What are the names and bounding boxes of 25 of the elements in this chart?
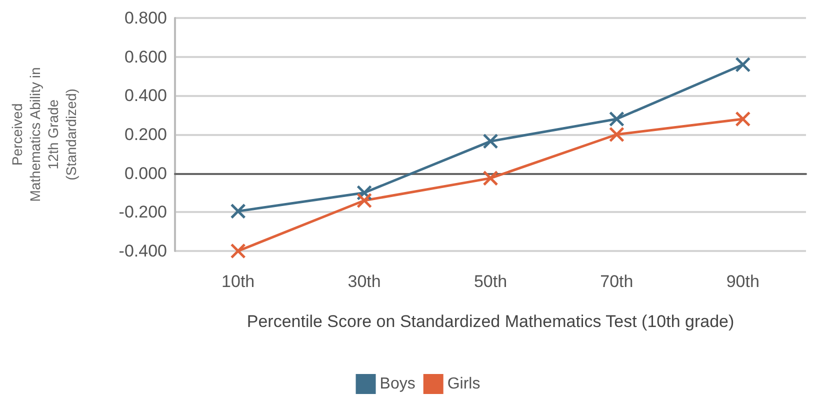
- y-tick-label: 0.800: [124, 8, 167, 28]
- point: [608, 126, 624, 142]
- x-axis-title: Percentile Score on Standardized Mathematics Test (10th grade): [246, 312, 734, 331]
- x-tick-label: 10th: [222, 272, 255, 291]
- y-tick-label: 0.600: [124, 47, 167, 66]
- x-tick-label: 50th: [474, 272, 508, 291]
- y-tick-label: -0.200: [118, 202, 167, 222]
- y-axis-title: Perceived Mathematics Ability in 12th Grade (Standardized): [9, 67, 79, 202]
- y-tick-label: 0.200: [124, 125, 167, 144]
- x-tick-label: 30th: [348, 272, 381, 291]
- point: [356, 192, 372, 208]
- point: [735, 56, 751, 72]
- point: [230, 243, 246, 259]
- y-tick-label: -0.400: [118, 242, 167, 260]
- y-tick-label: 0.400: [124, 86, 167, 106]
- point: [230, 203, 246, 219]
- x-tick-label: 90th: [726, 272, 760, 291]
- y-tick-label: 0.000: [124, 164, 167, 183]
- x-tick-label: 70th: [600, 272, 634, 291]
- point: [482, 134, 498, 150]
- point: [608, 111, 624, 127]
- point: [735, 111, 751, 127]
- legend-label: Boys: [380, 376, 416, 392]
- legend-label: Girls: [447, 376, 480, 392]
- point: [482, 170, 498, 186]
